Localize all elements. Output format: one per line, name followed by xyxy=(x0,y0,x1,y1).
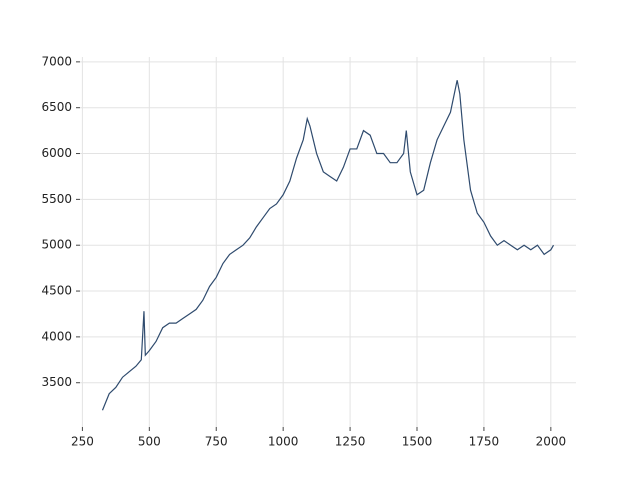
y-tick-label: 4000 xyxy=(41,329,72,343)
y-tick-label: 3500 xyxy=(41,375,72,389)
x-tick-label: 1000 xyxy=(268,435,299,449)
y-tick-label: 5500 xyxy=(41,192,72,206)
y-tick-label: 4500 xyxy=(41,284,72,298)
x-tick-label: 500 xyxy=(138,435,161,449)
x-tick-label: 2000 xyxy=(536,435,567,449)
x-tick-label: 1750 xyxy=(469,435,500,449)
line xyxy=(101,80,555,411)
x-tick-label: 1500 xyxy=(402,435,433,449)
y-tick-label: 7000 xyxy=(41,54,72,68)
y-tick-label: 5000 xyxy=(41,238,72,252)
x-tick-label: 250 xyxy=(71,435,94,449)
x-tick-label: 750 xyxy=(205,435,228,449)
y-tick-label: 6500 xyxy=(41,100,72,114)
x-tick-label: 1250 xyxy=(335,435,366,449)
y-tick-label: 6000 xyxy=(41,146,72,160)
